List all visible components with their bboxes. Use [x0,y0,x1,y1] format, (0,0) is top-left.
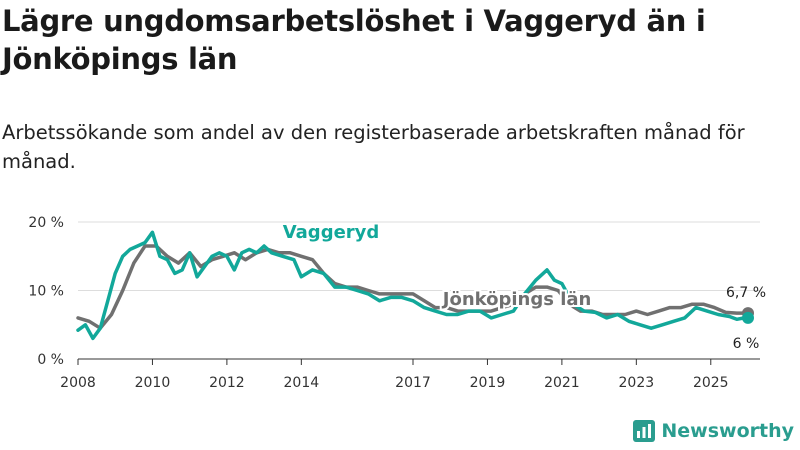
series-label-vaggeryd: Vaggeryd [283,222,380,243]
brand-logo: Newsworthy [633,420,794,442]
x-tick-label: 2017 [395,375,431,391]
x-tick-label: 2012 [209,375,245,391]
series-line-jonkoping [76,244,750,330]
newsworthy-logo-icon [633,420,656,442]
x-tick-label: 2023 [619,375,655,391]
x-tick-label: 2025 [693,375,729,391]
series-line-vaggeryd [76,230,750,341]
end-value-label-vaggeryd: 6 % [733,336,760,352]
brand-name: Newsworthy [661,420,794,442]
x-tick-label: 2008 [60,375,96,391]
x-tick-label: 2010 [135,375,171,391]
y-tick-label: 10 % [28,284,64,300]
y-tick-label: 0 % [37,352,64,368]
chart-subtitle: Arbetssökande som andel av den registerb… [2,121,745,173]
x-tick-label: 2021 [544,375,580,391]
end-value-label-jonkoping: 6,7 % [726,285,766,301]
y-tick-label: 20 % [28,215,64,231]
x-tick-label: 2014 [284,375,320,391]
end-point-vaggeryd [742,311,754,324]
series-label-jonkoping: Jönköpings län [441,289,592,310]
chart-title: Lägre ungdomsarbetslöshet i Vaggeryd än … [2,4,706,76]
x-tick-label: 2019 [470,375,506,391]
